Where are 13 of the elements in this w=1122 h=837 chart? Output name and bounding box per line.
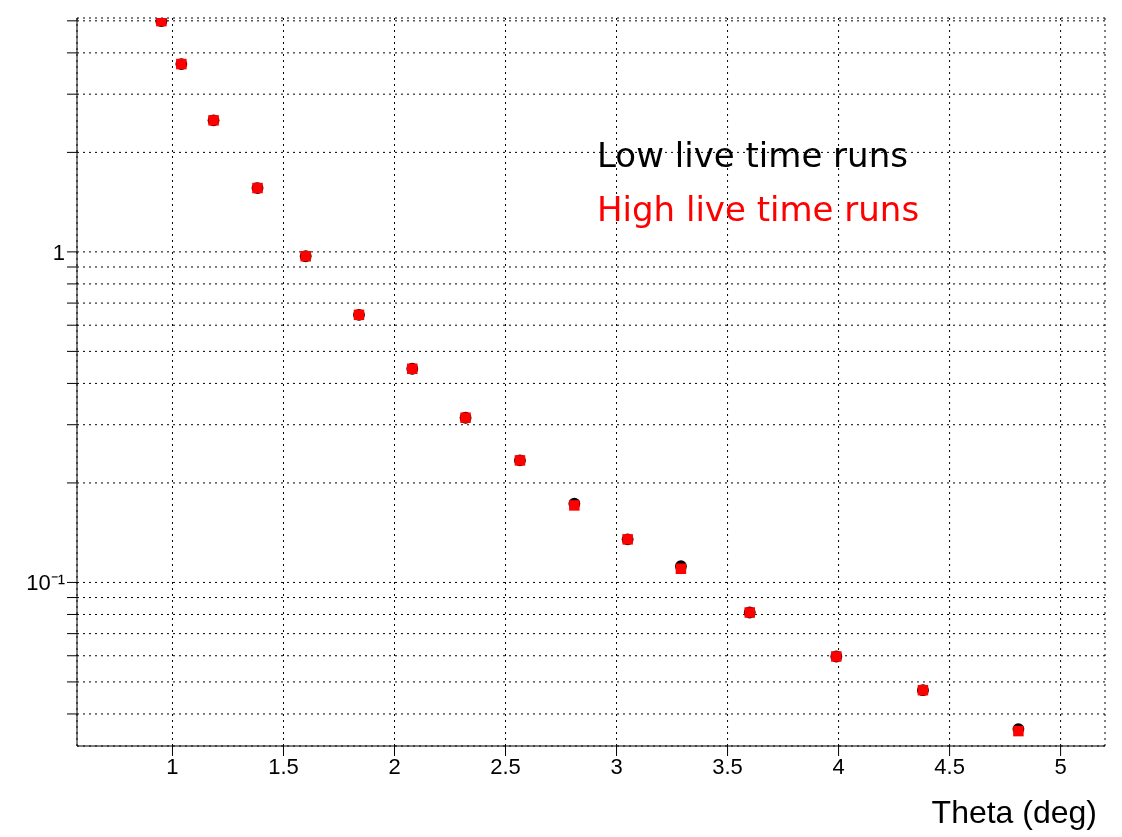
x-tick-label: 5 [1054, 753, 1067, 779]
x-tick-label: 2.5 [490, 753, 521, 779]
x-tick-label: 3.5 [712, 753, 743, 779]
x-tick-label: 2 [388, 753, 401, 779]
x-tick-label: 3 [610, 753, 623, 779]
x-tick-label: 4.5 [934, 753, 965, 779]
y-tick-label: 10⁻¹ [26, 570, 65, 596]
x-axis-title: Theta (deg) [931, 794, 1097, 830]
text: Low live time runs [597, 134, 909, 177]
text: High live time runs [597, 188, 920, 231]
x-tick-label: 1 [166, 753, 179, 779]
x-tick-label: 4 [832, 753, 845, 779]
x-tick-label: 1.5 [268, 753, 299, 779]
